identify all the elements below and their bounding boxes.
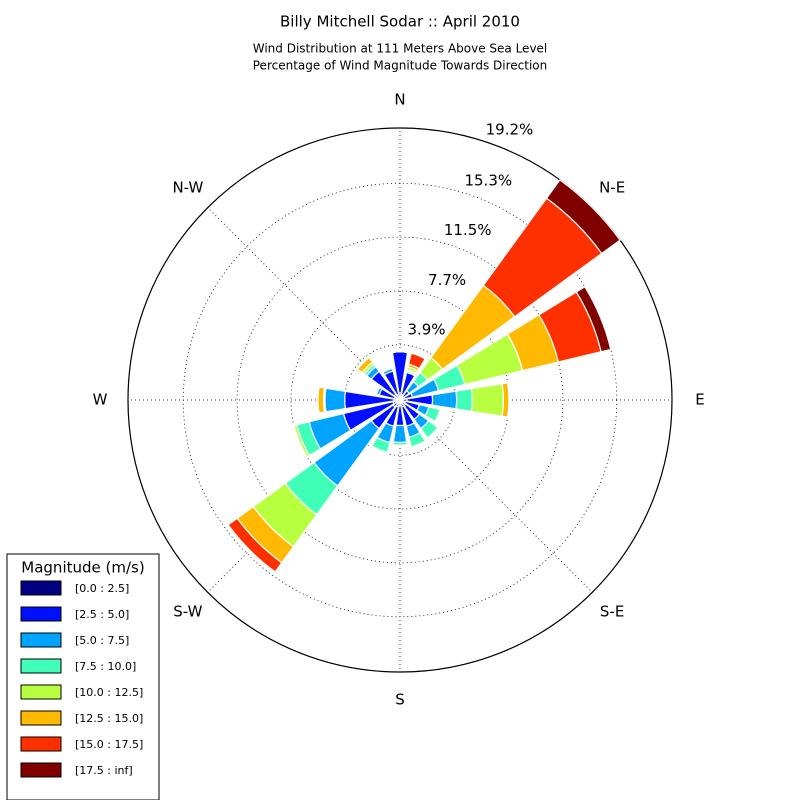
direction-label: S [395, 691, 405, 709]
rose-segment [411, 441, 427, 449]
legend-swatch [20, 710, 62, 726]
r-tick-label: 7.7% [428, 271, 466, 289]
legend-title: Magnitude (m/s) [21, 559, 144, 577]
r-tick-label: 11.5% [444, 221, 492, 239]
rose-segment [392, 444, 408, 447]
r-tick-label: 19.2% [486, 120, 534, 138]
direction-label: W [93, 391, 108, 409]
polar-frame [127, 127, 673, 673]
legend-swatch [20, 580, 62, 596]
chart-subtitle: Percentage of Wind Magnitude Towards Dir… [253, 59, 547, 73]
r-tick-label: 15.3% [464, 171, 512, 189]
legend-label: [10.0 : 12.5] [75, 686, 143, 699]
rose-segment [470, 383, 505, 417]
direction-label: N-E [599, 178, 625, 196]
r-tick-label: 3.9% [407, 321, 445, 339]
rose-segment [427, 427, 440, 440]
rose-segment [545, 179, 621, 255]
rose-segment [293, 425, 308, 458]
rose-segment [411, 352, 426, 360]
grid-spoke [399, 399, 593, 593]
legend-label: [5.0 : 7.5] [75, 634, 129, 647]
rose-segment [455, 388, 473, 412]
rose-segment [392, 351, 408, 354]
rose-segment [324, 387, 347, 413]
legend-label: [7.5 : 10.0] [75, 660, 136, 673]
legend-swatch [20, 606, 62, 622]
direction-label: N [394, 91, 405, 109]
grid-ring [236, 236, 564, 564]
rose-segment [431, 390, 458, 410]
direction-label: E [695, 391, 704, 409]
grid-spoke [207, 207, 401, 401]
rose-segment [575, 285, 612, 353]
legend-swatch [20, 684, 62, 700]
legend-label: [0.0 : 2.5] [75, 582, 129, 595]
legend-label: [15.0 : 17.5] [75, 738, 143, 751]
direction-label: S-E [600, 603, 624, 621]
rose-segment [507, 382, 510, 418]
legend-swatch [20, 762, 62, 778]
chart-title: Billy Mitchell Sodar :: April 2010 [280, 13, 520, 31]
chart-subtitle: Wind Distribution at 111 Meters Above Se… [253, 42, 548, 56]
legend-swatch [20, 632, 62, 648]
direction-label: N-W [172, 178, 203, 196]
legend-swatch [20, 736, 62, 752]
direction-label: S-W [173, 603, 202, 621]
legend-swatch [20, 658, 62, 674]
rose-segment [392, 424, 408, 444]
legend-label: [12.5 : 15.0] [75, 712, 143, 725]
rose-segment [357, 357, 370, 370]
legend-label: [2.5 : 5.0] [75, 608, 129, 621]
legend-label: [17.5 : inf] [75, 764, 133, 777]
